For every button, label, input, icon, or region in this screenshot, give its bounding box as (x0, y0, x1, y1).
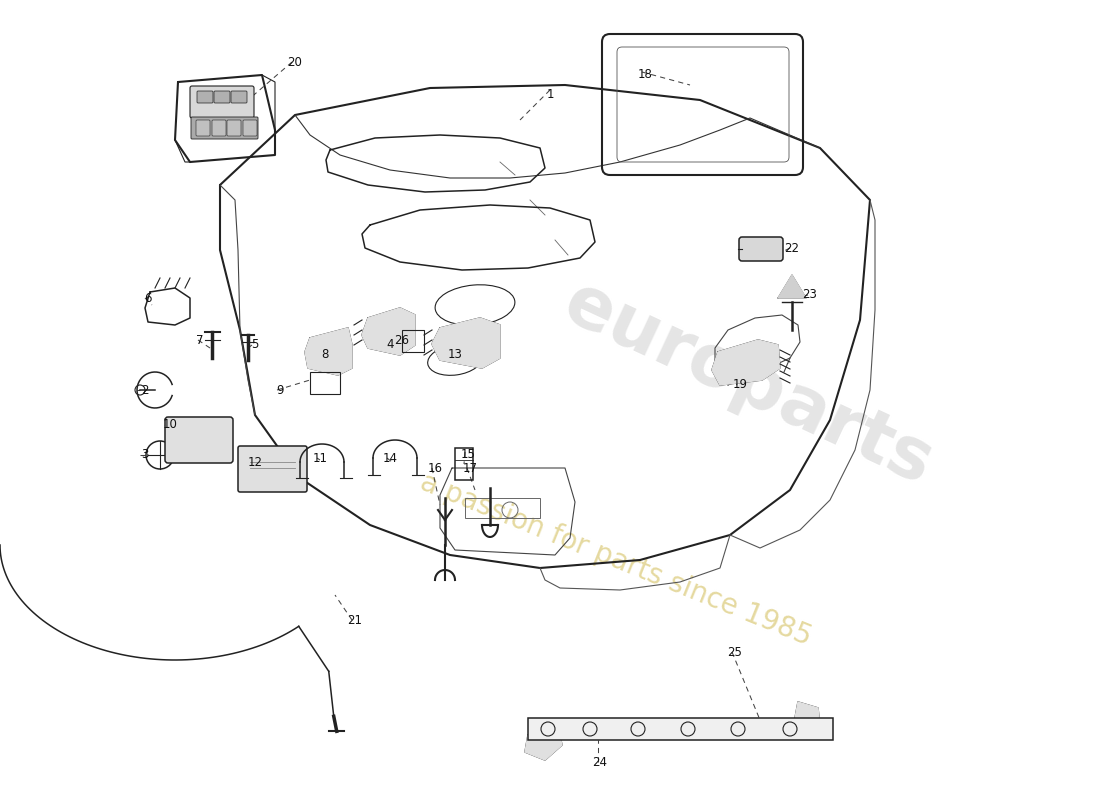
Text: 22: 22 (784, 242, 800, 254)
FancyBboxPatch shape (238, 446, 307, 492)
FancyBboxPatch shape (190, 86, 254, 118)
Text: 3: 3 (141, 449, 149, 462)
FancyBboxPatch shape (165, 417, 233, 463)
Polygon shape (432, 318, 500, 368)
Text: 9: 9 (276, 383, 284, 397)
Text: 13: 13 (448, 349, 462, 362)
Polygon shape (778, 275, 806, 298)
Text: 14: 14 (383, 451, 397, 465)
Text: 12: 12 (248, 455, 263, 469)
FancyBboxPatch shape (196, 120, 210, 136)
Text: 5: 5 (251, 338, 258, 351)
Polygon shape (795, 702, 820, 738)
Text: 10: 10 (163, 418, 177, 431)
Text: 26: 26 (395, 334, 409, 346)
Text: 25: 25 (727, 646, 742, 658)
Text: 20: 20 (287, 55, 303, 69)
Text: 15: 15 (461, 449, 475, 462)
Text: 6: 6 (144, 291, 152, 305)
FancyBboxPatch shape (739, 237, 783, 261)
Text: europarts: europarts (552, 268, 944, 500)
Text: 21: 21 (348, 614, 363, 626)
Text: 16: 16 (428, 462, 442, 474)
Text: 17: 17 (462, 462, 477, 474)
Text: 19: 19 (733, 378, 748, 391)
Text: 8: 8 (321, 349, 329, 362)
Text: 24: 24 (593, 755, 607, 769)
Polygon shape (362, 308, 415, 355)
Text: 7: 7 (196, 334, 204, 346)
Text: 1: 1 (547, 89, 553, 102)
Text: 23: 23 (803, 289, 817, 302)
Polygon shape (525, 728, 562, 760)
FancyBboxPatch shape (227, 120, 241, 136)
Text: 11: 11 (312, 451, 328, 465)
Text: a passion for parts since 1985: a passion for parts since 1985 (416, 469, 816, 651)
FancyBboxPatch shape (243, 120, 257, 136)
Text: 18: 18 (638, 69, 652, 82)
FancyBboxPatch shape (214, 91, 230, 103)
Polygon shape (712, 340, 780, 385)
Text: 2: 2 (141, 383, 149, 397)
Polygon shape (305, 328, 352, 375)
Text: 4: 4 (386, 338, 394, 351)
FancyBboxPatch shape (197, 91, 213, 103)
FancyBboxPatch shape (528, 718, 833, 740)
FancyBboxPatch shape (212, 120, 226, 136)
FancyBboxPatch shape (231, 91, 248, 103)
FancyBboxPatch shape (191, 117, 258, 139)
